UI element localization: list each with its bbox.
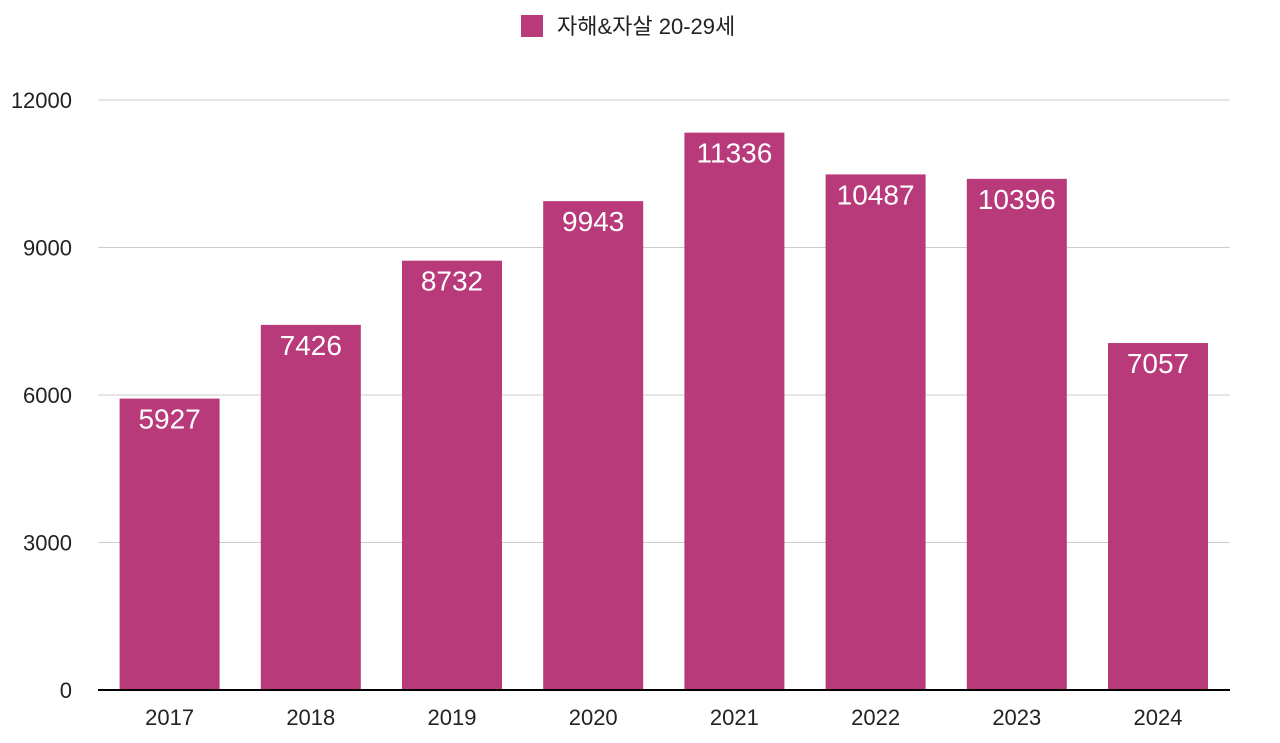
data-label-2017: 5927 bbox=[138, 404, 200, 435]
y-axis-ticks: 0 3000 6000 9000 12000 bbox=[11, 88, 72, 703]
bar-2018 bbox=[260, 324, 361, 690]
x-axis-ticks: 2017 2018 2019 2020 2021 2022 2023 2024 bbox=[145, 705, 1182, 730]
x-tick-label-2019: 2019 bbox=[428, 705, 477, 730]
bars bbox=[119, 132, 1208, 690]
data-labels: 5927 7426 8732 9943 11336 10487 10396 7057 bbox=[138, 138, 1189, 435]
y-tick-label: 6000 bbox=[23, 383, 72, 408]
legend-swatch bbox=[521, 15, 543, 37]
bar-2023 bbox=[966, 178, 1067, 690]
bar-2021 bbox=[684, 132, 785, 690]
y-tick-label: 12000 bbox=[11, 88, 72, 113]
data-label-2019: 8732 bbox=[421, 266, 483, 297]
data-label-2021: 11336 bbox=[697, 138, 773, 169]
x-tick-label-2024: 2024 bbox=[1134, 705, 1183, 730]
data-label-2022: 10487 bbox=[837, 179, 915, 210]
x-tick-label-2018: 2018 bbox=[286, 705, 335, 730]
x-tick-label-2023: 2023 bbox=[992, 705, 1041, 730]
bar-2017 bbox=[119, 398, 220, 690]
y-tick-label: 9000 bbox=[23, 236, 72, 261]
data-label-2024: 7057 bbox=[1127, 348, 1189, 379]
data-label-2020: 9943 bbox=[562, 206, 624, 237]
legend-label: 자해&자살 20-29세 bbox=[557, 14, 735, 39]
y-tick-label: 3000 bbox=[23, 531, 72, 556]
bar-2022 bbox=[825, 174, 926, 690]
bar-2019 bbox=[402, 260, 502, 690]
x-tick-label-2022: 2022 bbox=[851, 705, 900, 730]
legend: 자해&자살 20-29세 bbox=[521, 14, 735, 39]
x-tick-label-2020: 2020 bbox=[569, 705, 618, 730]
bar-2020 bbox=[543, 201, 644, 690]
data-label-2018: 7426 bbox=[280, 330, 342, 361]
x-tick-label-2017: 2017 bbox=[145, 705, 194, 730]
bar-2024 bbox=[1108, 343, 1208, 690]
data-label-2023: 10396 bbox=[978, 184, 1056, 215]
y-tick-label: 0 bbox=[60, 678, 72, 703]
x-tick-label-2021: 2021 bbox=[710, 705, 759, 730]
